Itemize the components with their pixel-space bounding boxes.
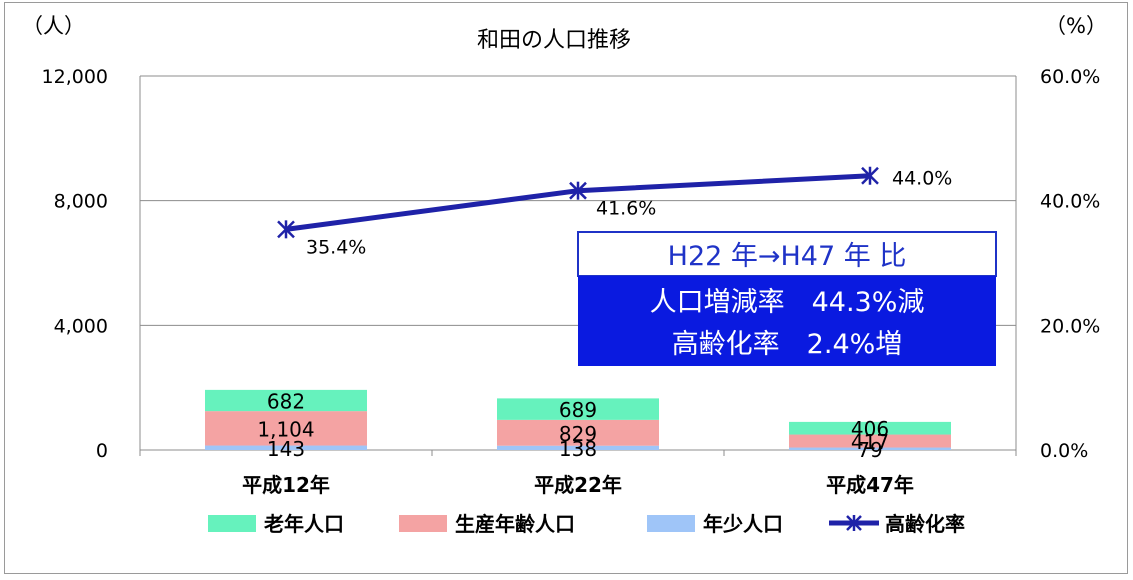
bar-data-label: 79 xyxy=(857,438,882,462)
bar-data-label: 143 xyxy=(267,437,305,461)
legend: 老年人口 生産年齢人口 年少人口 高齢化率 xyxy=(208,512,965,536)
aging-rate-label: 35.4% xyxy=(306,236,366,258)
comparison-box-line2: 高齢化率 2.4%増 xyxy=(672,329,903,360)
aging-rate-label: 41.6% xyxy=(596,198,656,220)
bar-segment xyxy=(789,447,951,450)
bar-segment xyxy=(205,445,367,450)
y2-tick-label: 0.0% xyxy=(1040,440,1088,462)
aging-rate-marker xyxy=(569,181,587,200)
y-tick-label: 4,000 xyxy=(54,315,108,337)
legend-label: 年少人口 xyxy=(703,512,783,536)
y-tick-label: 0 xyxy=(96,440,108,462)
legend-label: 生産年齢人口 xyxy=(455,512,575,536)
y-tick-label: 8,000 xyxy=(54,191,108,213)
aging-rate-line xyxy=(277,166,879,239)
y-tick-label: 12,000 xyxy=(42,66,108,88)
legend-label: 高齢化率 xyxy=(885,512,965,536)
bar-data-label: 689 xyxy=(559,398,597,422)
bar-segment xyxy=(497,419,659,446)
bar-segment xyxy=(205,411,367,446)
x-tick-label: 平成22年 xyxy=(534,473,622,497)
left-axis-unit: （人） xyxy=(22,14,85,38)
comparison-box-header-bg xyxy=(577,231,997,277)
legend-swatch xyxy=(647,515,695,532)
comparison-box: H22 年→H47 年 比 人口増減率 44.3%減 高齢化率 2.4%増 xyxy=(577,231,997,366)
y2-tick-label: 60.0% xyxy=(1040,66,1100,88)
y2-tick-label: 40.0% xyxy=(1040,191,1100,213)
bar-data-label: 1,104 xyxy=(257,417,314,441)
bar-data-label: 682 xyxy=(267,390,305,414)
bar-segment xyxy=(205,389,367,412)
x-tick-label: 平成12年 xyxy=(242,473,330,497)
comparison-box-body-bg xyxy=(578,276,996,366)
aging-rate-label: 44.0% xyxy=(892,168,952,190)
bar-segment xyxy=(497,445,659,450)
legend-swatch xyxy=(208,515,256,532)
legend-swatch xyxy=(399,515,447,532)
comparison-box-line1: 人口増減率 44.3%減 xyxy=(650,287,925,318)
legend-label: 老年人口 xyxy=(264,512,344,536)
bar-data-label: 417 xyxy=(851,430,889,454)
chart-title: 和田の人口推移 xyxy=(477,28,631,53)
bar-data-label: 829 xyxy=(559,422,597,446)
bar-data-label: 138 xyxy=(559,437,597,461)
bar-segment xyxy=(497,398,659,420)
aging-rate-marker xyxy=(277,220,295,239)
aging-rate-marker xyxy=(861,166,879,185)
bar-segment xyxy=(789,434,951,448)
right-axis-unit: （%） xyxy=(1045,14,1107,38)
bar-segment xyxy=(789,421,951,435)
y2-tick-label: 20.0% xyxy=(1040,315,1100,337)
bar-data-label: 406 xyxy=(851,417,889,441)
x-tick-label: 平成47年 xyxy=(826,473,914,497)
stacked-bars xyxy=(205,389,951,450)
comparison-box-header: H22 年→H47 年 比 xyxy=(668,241,907,272)
